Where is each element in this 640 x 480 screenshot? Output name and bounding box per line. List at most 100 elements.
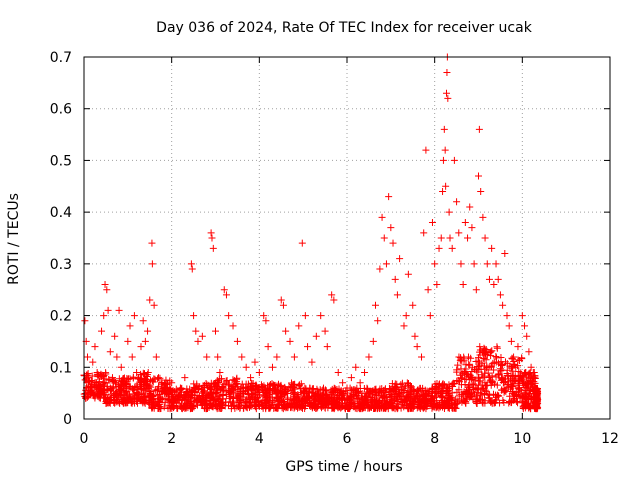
data-point bbox=[156, 399, 164, 407]
data-point bbox=[106, 348, 114, 356]
data-point bbox=[260, 388, 268, 396]
x-tick-label: 6 bbox=[343, 431, 352, 447]
data-point bbox=[137, 389, 145, 397]
data-point bbox=[293, 402, 301, 410]
data-point bbox=[446, 395, 454, 403]
data-point bbox=[518, 354, 526, 362]
data-point bbox=[321, 327, 329, 335]
data-point bbox=[81, 317, 89, 325]
data-point bbox=[534, 395, 542, 403]
data-point bbox=[369, 388, 377, 396]
data-point bbox=[194, 337, 202, 345]
data-point bbox=[507, 399, 515, 407]
data-point bbox=[369, 337, 377, 345]
data-point bbox=[126, 395, 134, 403]
data-point bbox=[378, 213, 386, 221]
data-point bbox=[480, 385, 488, 393]
data-point bbox=[113, 398, 121, 406]
data-point bbox=[185, 389, 193, 397]
data-point bbox=[460, 355, 468, 363]
data-point bbox=[409, 385, 417, 393]
data-point bbox=[126, 383, 134, 391]
data-point bbox=[462, 375, 470, 383]
data-point bbox=[382, 260, 390, 268]
data-point bbox=[479, 213, 487, 221]
data-point bbox=[425, 388, 433, 396]
data-point bbox=[178, 404, 186, 412]
data-point bbox=[324, 404, 332, 412]
data-point bbox=[403, 402, 411, 410]
data-point bbox=[218, 384, 226, 392]
data-point bbox=[428, 394, 436, 402]
data-point bbox=[353, 384, 361, 392]
data-point bbox=[115, 306, 123, 314]
data-point bbox=[90, 392, 98, 400]
data-point bbox=[472, 358, 480, 366]
x-tick-label: 4 bbox=[255, 431, 264, 447]
data-point bbox=[479, 347, 487, 355]
data-point bbox=[118, 386, 126, 394]
data-point bbox=[267, 403, 275, 411]
data-point bbox=[339, 387, 347, 395]
data-point bbox=[181, 374, 189, 382]
data-point bbox=[112, 387, 120, 395]
data-point bbox=[160, 403, 168, 411]
x-tick-label: 0 bbox=[80, 431, 89, 447]
data-point bbox=[295, 322, 303, 330]
data-point bbox=[148, 403, 156, 411]
data-point bbox=[301, 312, 309, 320]
data-point bbox=[89, 358, 97, 366]
data-point bbox=[290, 353, 298, 361]
data-point bbox=[488, 347, 496, 355]
data-point bbox=[462, 399, 470, 407]
data-point bbox=[393, 291, 401, 299]
data-point bbox=[478, 396, 486, 404]
data-point bbox=[252, 382, 260, 390]
data-point bbox=[128, 399, 136, 407]
data-point bbox=[248, 386, 256, 394]
data-point bbox=[259, 402, 267, 410]
data-point bbox=[262, 396, 270, 404]
data-point bbox=[124, 375, 132, 383]
data-point bbox=[367, 403, 375, 411]
data-point bbox=[102, 379, 110, 387]
data-point bbox=[128, 353, 136, 361]
data-point bbox=[510, 378, 518, 386]
data-point bbox=[357, 403, 365, 411]
data-point bbox=[497, 358, 505, 366]
data-point bbox=[237, 396, 245, 404]
data-point bbox=[442, 182, 450, 190]
data-point bbox=[113, 353, 121, 361]
data-point bbox=[490, 358, 498, 366]
data-point bbox=[247, 374, 255, 382]
data-point bbox=[322, 395, 330, 403]
data-point bbox=[334, 368, 342, 376]
data-point bbox=[435, 380, 443, 388]
data-point bbox=[454, 361, 462, 369]
data-point bbox=[470, 385, 478, 393]
y-tick-label: 0.6 bbox=[50, 102, 72, 118]
data-point bbox=[414, 400, 422, 408]
data-point bbox=[485, 275, 493, 283]
data-point bbox=[400, 322, 408, 330]
data-point bbox=[157, 388, 165, 396]
data-point bbox=[288, 379, 296, 387]
data-point bbox=[418, 353, 426, 361]
data-point bbox=[126, 322, 134, 330]
data-point bbox=[155, 383, 163, 391]
data-point bbox=[277, 296, 285, 304]
data-point bbox=[413, 343, 421, 351]
data-point bbox=[105, 399, 113, 407]
data-point bbox=[411, 332, 419, 340]
y-tick-label: 0.7 bbox=[50, 50, 72, 66]
data-point bbox=[445, 402, 453, 410]
data-point bbox=[133, 383, 141, 391]
data-point bbox=[488, 244, 496, 252]
data-point bbox=[138, 378, 146, 386]
data-point bbox=[461, 218, 469, 226]
data-point bbox=[102, 369, 110, 377]
data-point bbox=[500, 398, 508, 406]
data-point bbox=[84, 392, 92, 400]
data-point bbox=[91, 343, 99, 351]
data-point bbox=[141, 337, 149, 345]
